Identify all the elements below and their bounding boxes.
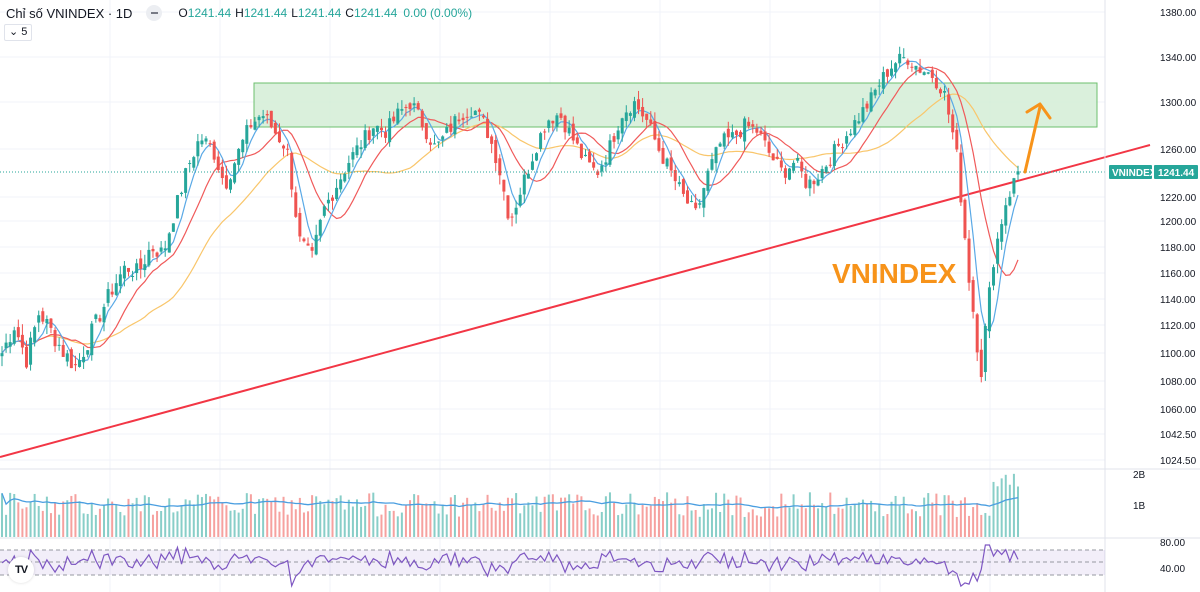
volume-axis-1b: 1B [1133,501,1146,512]
price-axis-label: 1180.00 [1160,243,1196,254]
up-arrow-annotation [1023,102,1052,174]
candlesticks [0,46,1020,383]
high-label: H [235,6,244,20]
price-tag-value: 1241.44 [1158,168,1195,179]
price-axis-label: 1080.00 [1160,377,1197,388]
price-axis-label: 1380.00 [1160,8,1197,19]
price-axis-label: 1200.00 [1160,217,1197,228]
hide-legend-icon[interactable] [146,5,163,21]
close-value: 1241.44 [353,6,398,20]
ma-fast-line [1,60,1019,362]
chevron-down-icon: ⌄ [9,26,19,38]
price-axis-label: 1120.00 [1160,321,1196,332]
price-axis-label: 1300.00 [1160,98,1197,109]
indicators-collapse-button[interactable]: ⌄ 5 [4,24,33,41]
price-tag-symbol: VNINDEX [1112,168,1157,179]
change-value: 0.00 (0.00%) [403,6,473,20]
price-axis-label: 1024.50 [1160,456,1197,467]
rsi-axis-40: 40.00 [1160,564,1185,575]
close-label: C [345,6,354,20]
price-axis[interactable]: 1380.00 1340.00 1300.00 1260.00 1220.00 1200.… [1160,8,1197,467]
low-value: 1241.44 [297,6,342,20]
price-axis-label: 1100.00 [1160,349,1196,360]
price-axis-label: 1060.00 [1160,405,1197,416]
ma-slow-line [1,93,1019,354]
vnindex-annotation: VNINDEX [832,258,957,289]
price-axis-label: 1042.50 [1160,430,1197,441]
price-tag: VNINDEX 1241.44 [1109,165,1198,179]
price-axis-label: 1340.00 [1160,53,1197,64]
ma-mid-line [1,66,1019,354]
rsi-axis-80: 80.00 [1160,538,1185,549]
price-axis-label: 1140.00 [1160,295,1196,306]
tradingview-logo-icon[interactable]: TV [8,557,34,583]
support-trendline[interactable] [0,144,1151,458]
volume-axis-2b: 2B [1133,470,1146,481]
open-label: O [178,6,188,20]
symbol-title[interactable]: Chỉ số VNINDEX · 1D [6,5,133,21]
rsi-line [1,544,1019,589]
grid-lines [0,0,1105,592]
indicator-count: 5 [21,26,28,38]
high-value: 1241.44 [243,6,288,20]
volume-bars [1,473,1019,537]
volume-ma-line [1,493,1019,509]
price-axis-label: 1220.00 [1160,193,1197,204]
open-value: 1241.44 [187,6,232,20]
price-axis-label: 1260.00 [1160,145,1197,156]
low-label: L [291,6,298,20]
price-axis-label: 1160.00 [1160,269,1196,280]
